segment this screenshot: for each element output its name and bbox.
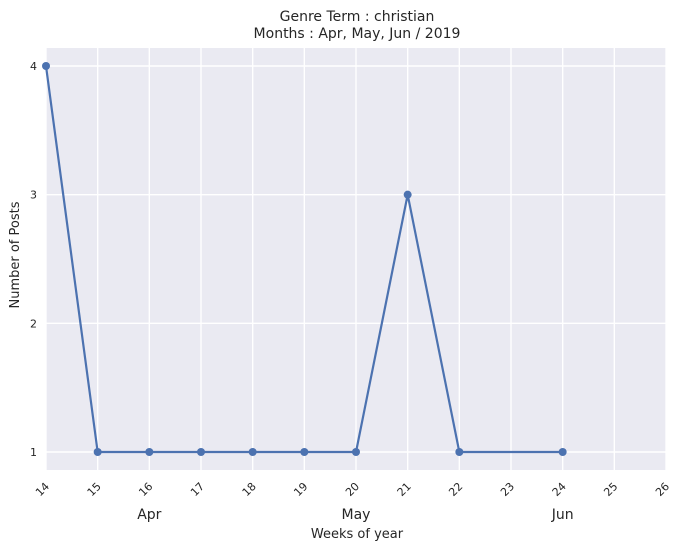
series-line (44, 65, 563, 454)
chart-title-line-1: Genre Term : christian (280, 9, 435, 25)
y-tick-label: 1 (30, 446, 37, 459)
x-tick-label: 23 (498, 480, 517, 499)
x-tick-label: 17 (188, 480, 207, 499)
data-point (197, 447, 205, 456)
month-label: Jun (551, 507, 574, 523)
data-point (558, 447, 567, 456)
x-tick-label: 24 (550, 480, 569, 499)
x-tick-label: 19 (291, 480, 310, 499)
x-tick-label: 26 (653, 480, 672, 499)
data-point (300, 447, 309, 456)
x-tick-label: 22 (446, 480, 465, 499)
x-tick-label: 20 (343, 480, 362, 499)
y-tick-label: 3 (30, 189, 37, 202)
y-tick-label: 2 (30, 317, 37, 330)
x-tick-label: 21 (395, 480, 414, 499)
chart-title-line-2: Months : Apr, May, Jun / 2019 (254, 26, 461, 42)
grid-lines (45, 48, 667, 470)
x-tick-labels: 14 15 16 17 18 19 20 21 22 23 24 25 26 (33, 480, 672, 499)
x-tick-label: 18 (240, 480, 259, 499)
data-point (455, 447, 464, 456)
data-point (42, 62, 50, 71)
x-tick-label: 15 (85, 480, 104, 499)
data-point (403, 190, 412, 199)
y-tick-labels: 1 2 3 4 (30, 60, 37, 459)
y-axis-label: Number of Posts (8, 201, 23, 308)
data-point (145, 447, 154, 456)
x-tick-label: 16 (136, 480, 155, 499)
x-tick-label: 14 (33, 480, 52, 499)
series-group (42, 62, 567, 456)
month-label: May (342, 507, 371, 523)
y-tick-label: 4 (30, 60, 37, 73)
month-labels: Apr May Jun (137, 507, 573, 523)
data-point (93, 447, 102, 456)
data-point (248, 447, 257, 456)
x-tick-label: 25 (601, 480, 620, 499)
month-label: Apr (137, 507, 161, 523)
x-axis-label: Weeks of year (311, 527, 404, 542)
data-point (352, 447, 360, 456)
